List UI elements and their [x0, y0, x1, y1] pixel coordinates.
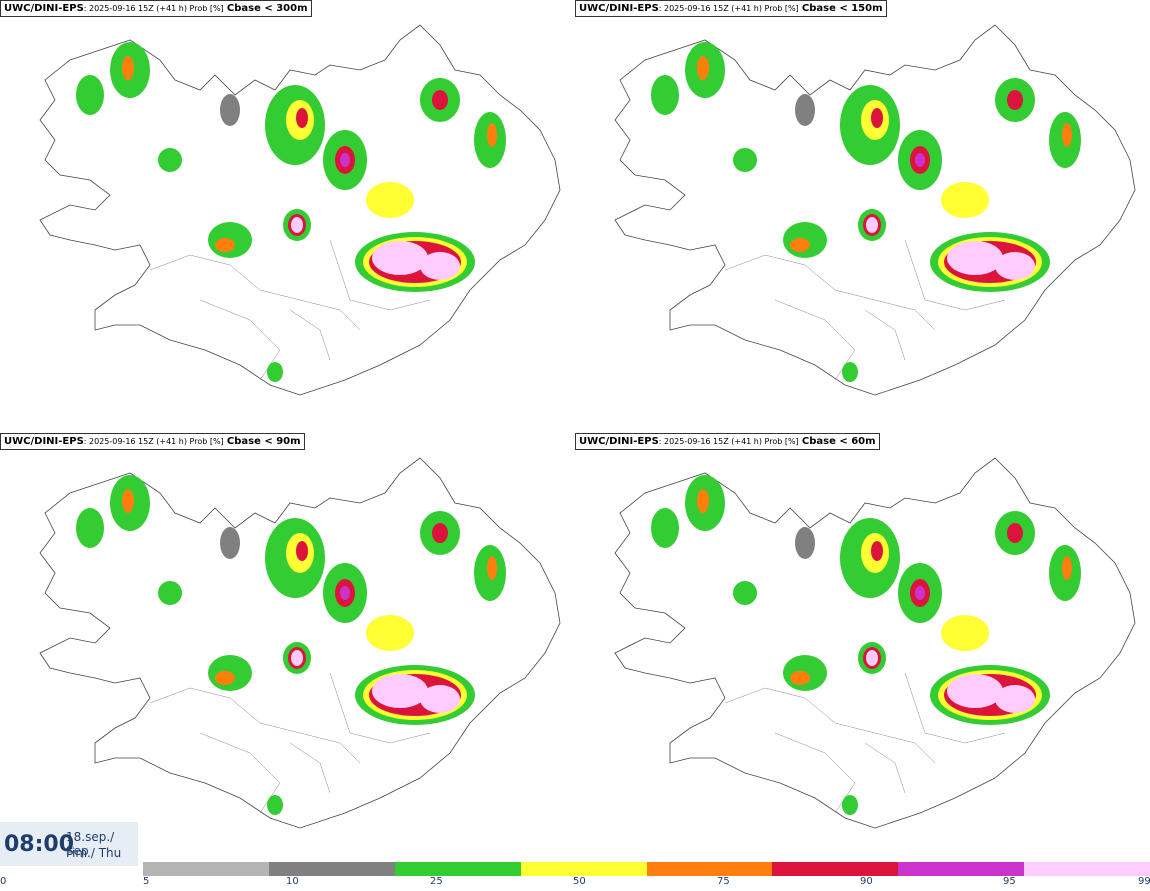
- colorbar-tick-label: 0: [0, 876, 7, 887]
- valid-time: 08:00: [4, 832, 75, 857]
- coastline: [39, 457, 561, 829]
- colorbar-tick-label: 75: [717, 876, 730, 887]
- coastline: [614, 24, 1136, 396]
- panel-title: UWC/DINI-EPS: 2025-09-16 15Z (+41 h) Pro…: [575, 433, 880, 450]
- probability-colorbar: [143, 862, 1150, 876]
- colorbar-tick-label: 90: [860, 876, 873, 887]
- map-panel-4: UWC/DINI-EPS: 2025-09-16 15Z (+41 h) Pro…: [575, 433, 1150, 863]
- panel-title: UWC/DINI-EPS: 2025-09-16 15Z (+41 h) Pro…: [0, 433, 305, 450]
- probability-field: [651, 42, 1081, 382]
- probability-field: [651, 475, 1081, 815]
- panel-title: UWC/DINI-EPS: 2025-09-16 15Z (+41 h) Pro…: [575, 0, 887, 17]
- map-panel-3: UWC/DINI-EPS: 2025-09-16 15Z (+41 h) Pro…: [0, 433, 575, 863]
- colorbar-segment: [1024, 862, 1150, 876]
- map-panel-2: UWC/DINI-EPS: 2025-09-16 15Z (+41 h) Pro…: [575, 0, 1150, 430]
- valid-date: 18.sep./ Sep: [66, 830, 115, 858]
- colorbar-tick-label: 5: [143, 876, 150, 887]
- iceland-map: [614, 457, 1136, 829]
- probability-field: [76, 475, 506, 815]
- map-panel-1: UWC/DINI-EPS: 2025-09-16 15Z (+41 h) Pro…: [0, 0, 575, 430]
- colorbar-segment: [268, 862, 396, 876]
- colorbar-tick-label: 95: [1003, 876, 1016, 887]
- colorbar-segment: [646, 862, 773, 876]
- iceland-map: [614, 24, 1136, 396]
- colorbar-tick-label: 99: [1138, 876, 1150, 887]
- iceland-map: [39, 24, 561, 396]
- colorbar-segment: [772, 862, 899, 876]
- coastline: [39, 24, 561, 396]
- iceland-map: [39, 457, 561, 829]
- colorbar-segment: [394, 862, 522, 876]
- colorbar-segment: [520, 862, 647, 876]
- valid-weekday: Fim./ Thu: [66, 846, 122, 860]
- colorbar-segment: [143, 862, 270, 876]
- probability-field: [76, 42, 506, 382]
- panel-title: UWC/DINI-EPS: 2025-09-16 15Z (+41 h) Pro…: [0, 0, 312, 17]
- colorbar-tick-label: 50: [573, 876, 586, 887]
- valid-time-box: 08:00 18.sep./ Sep Fim./ Thu: [0, 822, 138, 866]
- colorbar-tick-label: 10: [286, 876, 299, 887]
- colorbar-segment: [898, 862, 1025, 876]
- colorbar-tick-label: 25: [430, 876, 443, 887]
- coastline: [614, 457, 1136, 829]
